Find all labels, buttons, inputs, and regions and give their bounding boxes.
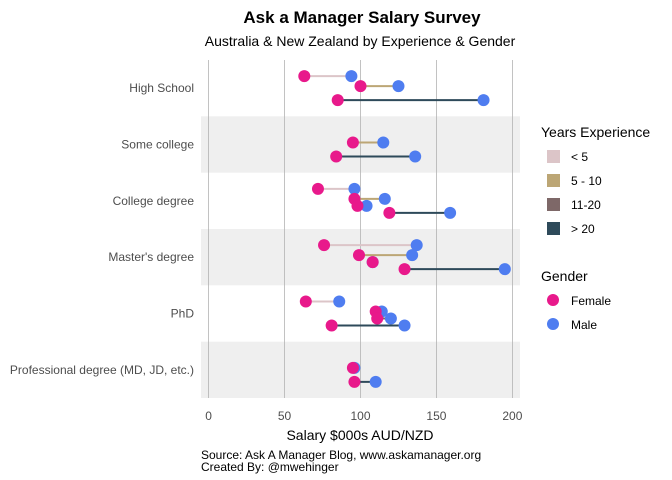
caption-author: Created By: @mwehinger — [201, 460, 339, 474]
legend-experience-label: < 5 — [571, 150, 588, 164]
point-female — [366, 256, 379, 269]
point-male — [477, 94, 490, 107]
point-female — [348, 375, 361, 388]
point-female — [331, 94, 344, 107]
point-female — [398, 263, 411, 276]
point-male — [410, 239, 423, 252]
y-tick-label: Some college — [121, 138, 194, 152]
legend-experience-key — [547, 174, 560, 187]
caption-source: Source: Ask A Manager Blog, www.askamana… — [201, 448, 481, 462]
point-female — [318, 239, 331, 252]
point-female — [311, 182, 324, 195]
legend-experience-label: 5 - 10 — [571, 174, 602, 188]
chart-title: Ask a Manager Salary Survey — [243, 8, 481, 27]
legend-gender: Gender Female Male — [541, 268, 611, 332]
legend-gender-key — [547, 318, 559, 330]
legend-experience-label: 11-20 — [571, 198, 601, 212]
chart-subtitle: Australia & New Zealand by Experience & … — [205, 33, 516, 49]
point-female — [330, 150, 343, 163]
point-female — [298, 70, 311, 83]
point-male — [498, 263, 511, 276]
point-male — [384, 312, 397, 325]
x-tick-label: 200 — [502, 409, 522, 423]
legend-experience-label: > 20 — [571, 222, 595, 236]
y-tick-label: Master's degree — [108, 250, 194, 264]
legend-experience: Years Experience < 5 5 - 10 11-20 > 20 — [541, 124, 650, 236]
point-female — [346, 361, 359, 374]
point-male — [392, 80, 405, 93]
point-male — [333, 295, 346, 308]
x-tick-label: 150 — [426, 409, 446, 423]
x-axis-label: Salary $000s AUD/NZD — [286, 427, 433, 443]
point-male — [369, 375, 382, 388]
point-male — [377, 136, 390, 149]
data-points — [298, 70, 511, 388]
point-female — [351, 199, 364, 212]
point-female — [299, 295, 312, 308]
point-male — [398, 319, 411, 332]
point-female — [325, 319, 338, 332]
x-axis-ticks: 0 50 100 150 200 — [205, 409, 522, 423]
point-female — [383, 206, 396, 219]
legend-experience-key — [547, 198, 560, 211]
x-tick-label: 0 — [205, 409, 212, 423]
y-tick-label: College degree — [113, 194, 195, 208]
point-female — [352, 249, 365, 262]
grid-lines — [208, 60, 513, 398]
point-male — [345, 70, 358, 83]
point-male — [406, 249, 419, 262]
point-male — [409, 150, 422, 163]
y-tick-label: Professional degree (MD, JD, etc.) — [10, 363, 194, 377]
x-tick-label: 100 — [350, 409, 370, 423]
y-tick-label: High School — [129, 81, 194, 95]
point-female — [354, 80, 367, 93]
point-male — [348, 182, 361, 195]
x-tick-label: 50 — [278, 409, 292, 423]
legend-gender-label: Female — [571, 294, 611, 308]
point-male — [378, 192, 391, 205]
legend-gender-label: Male — [571, 318, 597, 332]
legend-experience-title: Years Experience — [541, 124, 650, 140]
legend-gender-key — [547, 294, 559, 306]
legend-gender-title: Gender — [541, 268, 588, 284]
point-female — [346, 136, 359, 149]
point-female — [371, 312, 384, 325]
point-male — [444, 206, 457, 219]
y-tick-label: PhD — [171, 307, 195, 321]
point-male — [360, 199, 373, 212]
legend-experience-key — [547, 150, 560, 163]
y-axis-labels: High School Some college College degree Mas… — [10, 81, 194, 377]
legend-experience-key — [547, 222, 560, 235]
